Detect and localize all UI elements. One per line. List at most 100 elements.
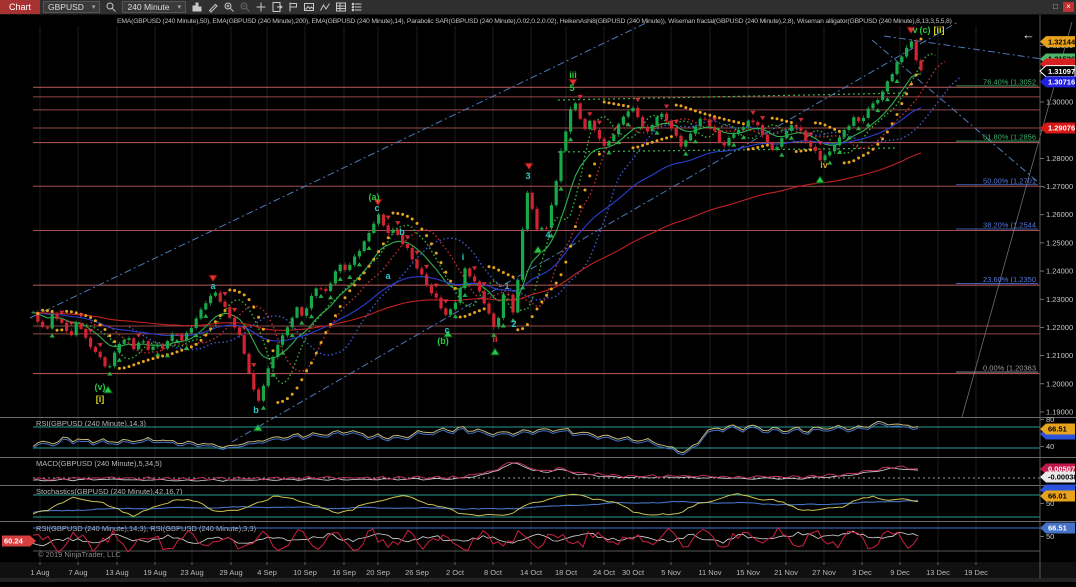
tab-chart[interactable]: Chart: [0, 0, 41, 14]
svg-text:1.30716: 1.30716: [1048, 78, 1075, 87]
price-axis-label: 1.22000: [1046, 323, 1073, 332]
wave-label: a: [385, 271, 391, 281]
candles: [31, 38, 923, 403]
scale-label: 50: [1046, 499, 1054, 508]
fractal-markers: [49, 26, 917, 432]
svg-text:1.32144: 1.32144: [1048, 37, 1076, 46]
price-axis-label: 1.25000: [1046, 238, 1073, 247]
rsi-line: [32, 420, 919, 454]
image-icon[interactable]: [301, 1, 317, 14]
ema-14: [32, 73, 922, 360]
chevron-down-icon: ▾: [177, 4, 182, 11]
wave-label: [ii]: [934, 25, 945, 35]
date-label: 23 Aug: [180, 568, 203, 577]
svg-text:-0.000383: -0.000383: [1048, 473, 1076, 482]
fractal-up-arrow: [102, 385, 114, 394]
wave-label: iv: [820, 160, 828, 170]
left-value-badge: 60.24: [2, 535, 36, 547]
macd-label: MACD(GBPUSD (240 Minute),5,34,5): [36, 459, 162, 468]
wave-label: c: [374, 203, 379, 213]
channel-line: [231, 21, 959, 443]
alligator-line-2: [128, 77, 960, 356]
wave-label: b: [399, 227, 405, 237]
back-arrow-icon[interactable]: ←: [1022, 27, 1035, 42]
wave-label: (v): [95, 382, 106, 392]
chart-canvas[interactable]: (v) [i] a b (a) c b a i c (b) ii 1 2 3 4 iii 5 iv v (c) [ii] 7…: [0, 14, 1076, 582]
fib-label: 23.60% (1.2350: [983, 275, 1036, 284]
fractal-down-arrow: [207, 274, 219, 283]
date-label: 10 Sep: [293, 568, 317, 577]
value-badge: 66.01: [1040, 490, 1075, 502]
value-badge: -0.000383: [1040, 471, 1076, 483]
grid-icon[interactable]: [333, 1, 349, 14]
stochastics-line: [32, 499, 919, 513]
instrument-dropdown[interactable]: GBPUSD ▾: [43, 1, 101, 13]
date-label: 14 Oct: [520, 568, 543, 577]
value-badge: 1.31097: [1039, 65, 1076, 78]
svg-text:1.29076: 1.29076: [1048, 124, 1075, 133]
date-label: 5 Nov: [661, 568, 681, 577]
wave-label: (c): [920, 25, 931, 35]
date-label: 26 Sep: [405, 568, 429, 577]
list-icon[interactable]: [349, 1, 365, 14]
date-label: 27 Nov: [812, 568, 836, 577]
fractal-trendline: [557, 92, 907, 101]
date-label: 9 Dec: [890, 568, 910, 577]
price-axis-label: 1.30000: [1046, 98, 1073, 107]
macd-line: [32, 462, 919, 481]
wave-label: [i]: [96, 394, 105, 404]
fib-label: 76.40% (1.3052: [983, 77, 1036, 86]
bars-icon[interactable]: [189, 1, 205, 14]
svg-text:0.00507: 0.00507: [1048, 465, 1075, 474]
restore-button[interactable]: □: [1053, 2, 1058, 11]
date-label: 15 Nov: [736, 568, 760, 577]
price-axis-label: 1.26000: [1046, 210, 1073, 219]
date-label: 21 Nov: [774, 568, 798, 577]
export-icon[interactable]: [269, 1, 285, 14]
window-controls: □ ×: [1050, 2, 1076, 12]
wave-label: (b): [437, 336, 449, 346]
wave-label: 4: [545, 230, 550, 240]
search-icon[interactable]: [103, 1, 119, 14]
wave-label: b: [253, 405, 259, 415]
price-axis-label: 1.23000: [1046, 295, 1073, 304]
wave-label: (a): [369, 192, 380, 202]
price-axis-label: 1.28000: [1046, 154, 1073, 163]
wave-label: 1: [504, 281, 509, 291]
date-label: 2 Oct: [446, 568, 465, 577]
price-axis-label: 1.19000: [1046, 407, 1073, 416]
price-axis-label: 1.21000: [1046, 351, 1073, 360]
date-label: 30 Oct: [622, 568, 645, 577]
price-axis-label: 1.24000: [1046, 267, 1073, 276]
toolbar: Chart GBPUSD ▾ 240 Minute ▾ □ ×: [0, 0, 1076, 15]
copyright-label: © 2019 NinjaTrader, LLC: [38, 550, 121, 559]
rsi2-line: [32, 526, 919, 554]
pencil-icon[interactable]: [205, 1, 221, 14]
fractal-down-arrow: [372, 198, 384, 207]
channel-line: [29, 21, 649, 319]
interval-dropdown[interactable]: 240 Minute ▾: [122, 1, 187, 13]
zoom-out-icon[interactable]: [237, 1, 253, 14]
chevron-down-icon: ▾: [91, 4, 96, 11]
svg-text:66.51: 66.51: [1048, 425, 1067, 434]
zoom-in-icon[interactable]: [221, 1, 237, 14]
wave-label: i: [462, 252, 465, 262]
value-badge: 66.51: [1040, 423, 1075, 435]
stochastics-line: [32, 493, 919, 517]
parabolic-sar-dots: [36, 37, 923, 405]
flag-icon[interactable]: [285, 1, 301, 14]
fib-label: 38.20% (1.2544: [983, 221, 1036, 230]
fractal-down-arrow: [567, 78, 579, 87]
scale-label: 40: [1046, 442, 1054, 451]
wave-label: a: [210, 281, 216, 291]
plus-icon[interactable]: [253, 1, 269, 14]
date-label: 24 Oct: [593, 568, 616, 577]
wave-label: c: [444, 325, 449, 335]
fractal-down-arrow: [523, 162, 535, 171]
scale-label: 50: [1046, 532, 1054, 541]
price-axis-label: 1.20000: [1046, 379, 1073, 388]
date-label: 19 Dec: [964, 568, 988, 577]
zigzag-icon[interactable]: [317, 1, 333, 14]
close-button[interactable]: ×: [1063, 2, 1074, 12]
